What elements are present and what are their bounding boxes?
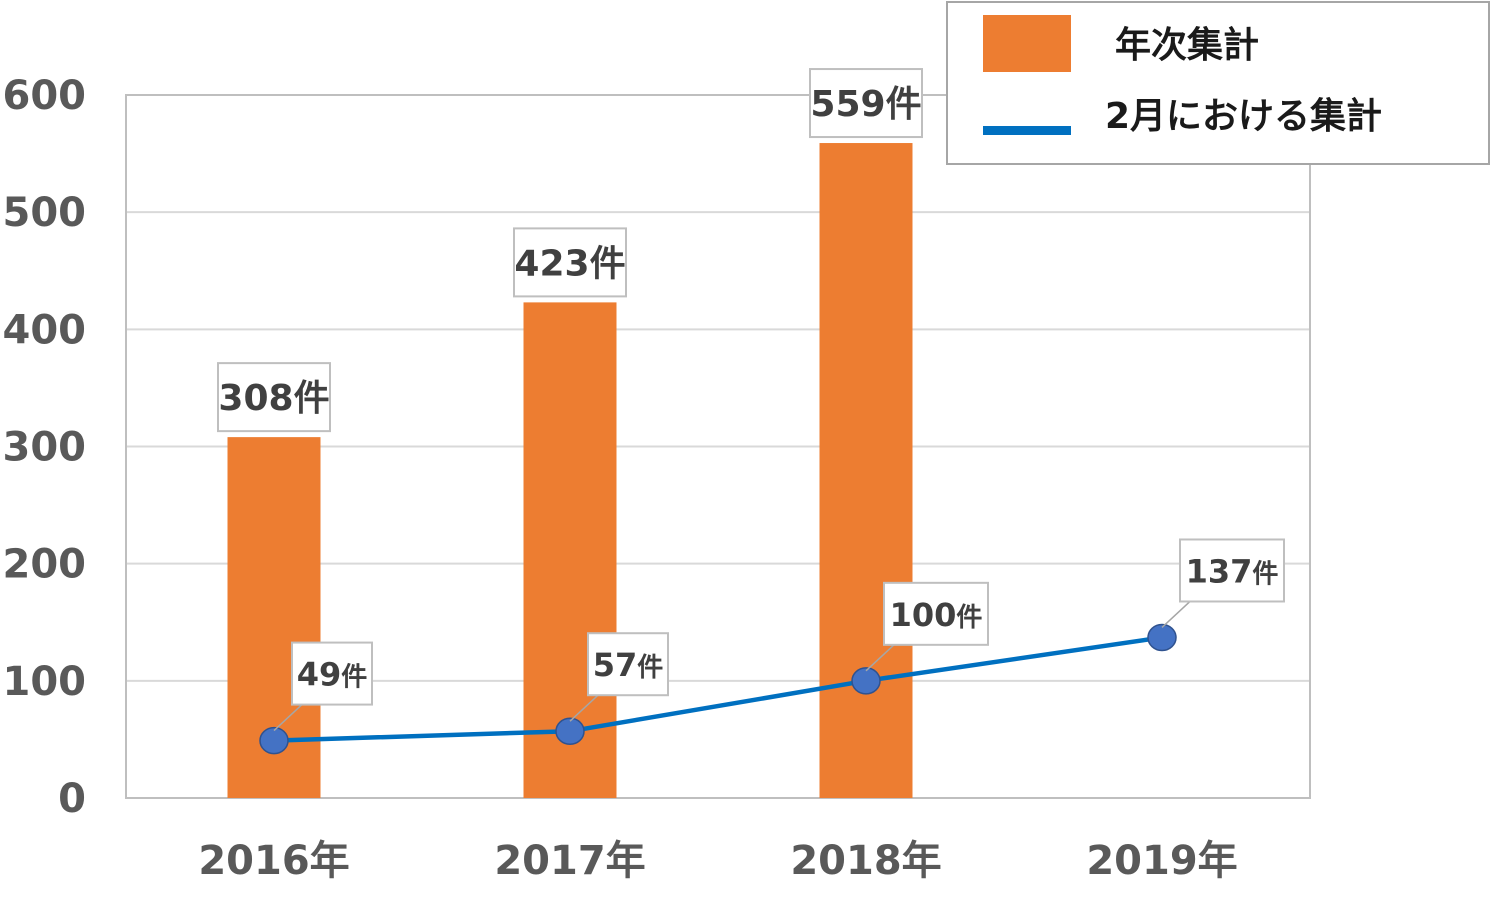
- bar: [523, 302, 617, 798]
- legend-swatch-bar: [983, 15, 1071, 72]
- line-marker: [555, 717, 585, 745]
- bar-data-label-box: [809, 68, 923, 139]
- y-tick-label: 500: [3, 190, 87, 236]
- line-data-label: 100件: [890, 596, 983, 634]
- line-label-leader: [1161, 600, 1191, 629]
- line-marker: [259, 726, 289, 755]
- bar-data-label: 559件: [810, 84, 921, 125]
- plot-area-frame: [125, 94, 1311, 799]
- line-data-label-box: [883, 581, 989, 646]
- y-tick-label: 400: [3, 307, 87, 353]
- bar-data-label-box: [513, 227, 627, 298]
- bar-data-label: 308件: [218, 378, 329, 419]
- y-tick-label: 600: [3, 73, 87, 119]
- line-path: [273, 635, 1163, 743]
- line-data-label: 137件: [1186, 552, 1279, 590]
- x-tick-label: 2017年: [494, 838, 645, 884]
- line-marker: [1147, 623, 1177, 652]
- y-tick-label: 100: [3, 659, 87, 705]
- y-axis-ticks: 0 100 200 300 400 500 600: [3, 73, 87, 822]
- x-axis-ticks: 2016年 2017年 2018年 2019年: [198, 838, 1237, 884]
- y-tick-label: 0: [58, 776, 86, 822]
- y-tick-label: 200: [3, 542, 87, 588]
- x-tick-label: 2018年: [790, 838, 941, 884]
- line-marker: [851, 667, 881, 695]
- line-label-leader: [569, 694, 599, 722]
- line-label-leader: [865, 644, 895, 672]
- line-data-label-box: [1179, 538, 1285, 603]
- line-data-label: 49件: [297, 656, 368, 694]
- legend-label-bar: 年次集計: [1115, 25, 1259, 66]
- x-tick-label: 2019年: [1086, 838, 1237, 884]
- line-label-leader: [273, 704, 303, 732]
- bar-data-label: 423件: [514, 243, 625, 284]
- bar-data-label-box: [217, 362, 331, 433]
- legend-swatch-line: [983, 126, 1071, 135]
- legend: 年次集計 2月における集計: [946, 1, 1490, 165]
- line-data-label: 57件: [593, 646, 664, 684]
- bar: [819, 143, 913, 798]
- line-data-label-box: [587, 632, 669, 697]
- x-tick-label: 2016年: [198, 838, 349, 884]
- legend-label-line: 2月における集計: [1105, 96, 1382, 137]
- line-series: [259, 623, 1177, 755]
- data-labels: 308件 423件 559件 49件 57件 100件 137件: [217, 68, 1285, 732]
- line-data-label-box: [291, 641, 373, 706]
- y-tick-label: 300: [3, 425, 87, 471]
